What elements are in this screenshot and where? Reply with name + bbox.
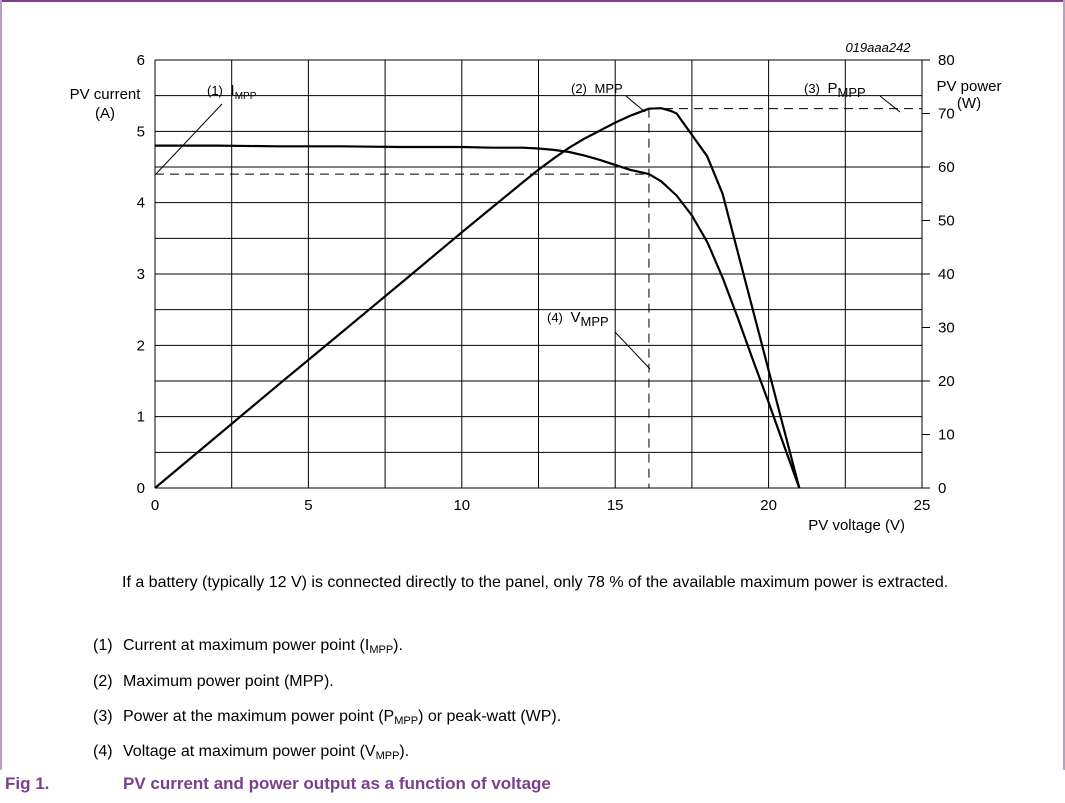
figure-id: 019aaa242 bbox=[845, 40, 911, 55]
annotation-pmpp-leader bbox=[879, 95, 901, 113]
svg-text:(2) MPP: (2) MPP bbox=[571, 81, 623, 96]
legend-item-number: (3) bbox=[93, 708, 113, 725]
legend-item-number: (4) bbox=[93, 743, 113, 760]
y-right-tick-label: 0 bbox=[938, 480, 946, 497]
y-right-tick-label: 30 bbox=[938, 320, 955, 337]
y-left-tick-label: 6 bbox=[137, 52, 145, 69]
legend-item-number: (2) bbox=[93, 673, 113, 690]
legend-item-subscript: MPP bbox=[375, 750, 400, 762]
chart-grid bbox=[154, 59, 923, 489]
legend-item-text: Voltage at maximum power point (V bbox=[123, 743, 376, 760]
annotation-mpp-num: (2) bbox=[571, 81, 587, 96]
annotation-vmpp-main: V bbox=[571, 309, 581, 326]
power-curve bbox=[154, 107, 801, 489]
y-left-label-line2: (A) bbox=[95, 105, 115, 122]
figure-caption: Fig 1. PV current and power output as a f… bbox=[5, 774, 551, 794]
chart-curves bbox=[154, 107, 801, 489]
annotation-vmpp-num: (4) bbox=[547, 310, 563, 325]
annotation-vmpp: (4) VMPP bbox=[547, 309, 651, 370]
legend-item: (2) Maximum power point (MPP). bbox=[93, 672, 334, 692]
svg-text:(1) IMPP: (1) IMPP bbox=[207, 82, 257, 102]
y-left-tick-label: 1 bbox=[137, 409, 145, 426]
y-right-tick-label: 10 bbox=[938, 427, 955, 444]
legend-item-text: Current at maximum power point (I bbox=[123, 637, 370, 654]
svg-text:(3) PMPP: (3) PMPP bbox=[804, 80, 866, 100]
x-tick-label: 15 bbox=[607, 497, 624, 514]
current-curve bbox=[155, 144, 801, 489]
x-tick-label: 10 bbox=[453, 497, 470, 514]
annotation-pmpp-num: (3) bbox=[804, 81, 820, 96]
y-left-label-line1: PV current bbox=[70, 86, 142, 103]
y-right-tick-label: 80 bbox=[938, 52, 955, 69]
y-right-tick-label: 60 bbox=[938, 159, 955, 176]
y-right-label-line2: (W) bbox=[957, 95, 981, 112]
explanatory-note: If a battery (typically 12 V) is connect… bbox=[122, 574, 949, 591]
legend-item: (1) Current at maximum power point (IMPP)… bbox=[93, 636, 403, 656]
legend-item-suffix: ). bbox=[393, 637, 403, 654]
annotation-impp-leader bbox=[154, 103, 223, 176]
x-tick-label: 5 bbox=[304, 497, 312, 514]
reference-lines bbox=[155, 108, 922, 488]
legend-item-subscript: MPP bbox=[394, 715, 419, 727]
y-left-tick-label: 3 bbox=[137, 266, 145, 283]
annotation-impp-main: I bbox=[231, 82, 235, 99]
svg-text:(4) VMPP: (4) VMPP bbox=[547, 309, 609, 329]
annotation-mpp: (2) MPP bbox=[571, 81, 646, 113]
annotation-pmpp-sub: MPP bbox=[838, 85, 866, 100]
legend-item-text: Maximum power point (MPP). bbox=[123, 673, 334, 690]
y-right-label-line1: PV power bbox=[936, 78, 1001, 95]
legend-item: (3) Power at the maximum power point (PMP… bbox=[93, 707, 561, 727]
annotation-pmpp: (3) PMPP bbox=[804, 80, 901, 113]
y-right-tick-label: 40 bbox=[938, 266, 955, 283]
y-right-tick-label: 50 bbox=[938, 213, 955, 230]
annotation-impp-num: (1) bbox=[207, 83, 223, 98]
annotation-vmpp-leader bbox=[614, 331, 651, 370]
y-left-tick-label: 2 bbox=[137, 337, 145, 354]
legend-item-subscript: MPP bbox=[369, 644, 394, 656]
annotation-mpp-leader bbox=[625, 95, 646, 113]
figure-caption-number: Fig 1. bbox=[5, 774, 50, 793]
legend-item: (4) Voltage at maximum power point (VMPP)… bbox=[93, 742, 409, 762]
x-tick-label: 25 bbox=[914, 497, 931, 514]
page-right-border bbox=[1063, 0, 1065, 770]
legend-item-text: Power at the maximum power point (P bbox=[123, 708, 395, 725]
y-left-tick-label: 0 bbox=[137, 480, 145, 497]
legend-item-suffix: ) or peak-watt (WP). bbox=[418, 708, 562, 725]
page-left-border bbox=[0, 0, 2, 770]
annotation-vmpp-sub: MPP bbox=[581, 314, 609, 329]
figure-caption-text: PV current and power output as a functio… bbox=[123, 774, 551, 793]
annotation-pmpp-main: P bbox=[828, 80, 838, 97]
y-right-tick-label: 70 bbox=[938, 106, 955, 123]
y-right-tick-label: 20 bbox=[938, 373, 955, 390]
x-axis-label: PV voltage (V) bbox=[808, 517, 905, 534]
legend-item-number: (1) bbox=[93, 637, 113, 654]
annotation-impp: (1) IMPP bbox=[154, 82, 257, 176]
y-left-tick-label: 4 bbox=[137, 195, 145, 212]
legend-item-suffix: ). bbox=[399, 743, 410, 760]
annotation-impp-sub: MPP bbox=[235, 91, 257, 102]
page-top-border bbox=[0, 0, 1065, 2]
y-left-tick-label: 5 bbox=[137, 123, 145, 140]
x-tick-label: 0 bbox=[151, 497, 159, 514]
x-tick-label: 20 bbox=[760, 497, 777, 514]
annotation-mpp-main: MPP bbox=[595, 81, 623, 96]
